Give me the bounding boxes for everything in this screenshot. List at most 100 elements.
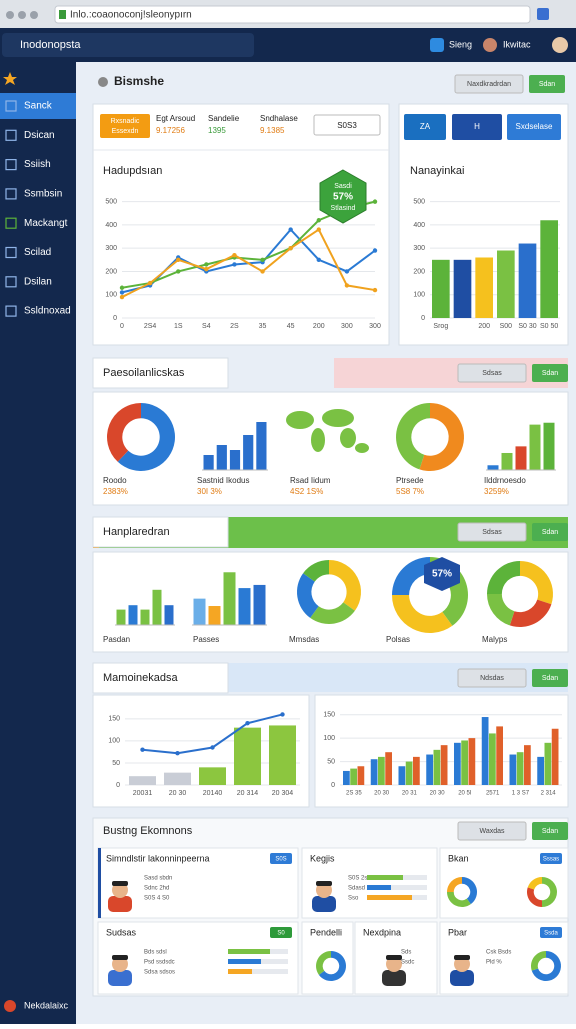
- donut-slice: [447, 877, 462, 892]
- bar: [243, 435, 254, 470]
- x-tick-label: 2S4: [144, 323, 157, 330]
- button-label[interactable]: Ndsdas: [480, 675, 504, 682]
- nav-item[interactable]: Dsican: [24, 130, 55, 141]
- button-label[interactable]: Sdsas: [482, 529, 502, 536]
- panel-label: 5S8 7%: [396, 487, 424, 496]
- label[interactable]: ZA: [420, 122, 431, 131]
- person-hair: [386, 955, 402, 960]
- bar: [199, 767, 226, 785]
- donut-slice: [447, 892, 471, 908]
- section-tab: [92, 662, 229, 694]
- button[interactable]: [532, 669, 568, 687]
- bar: [269, 725, 296, 785]
- label[interactable]: Sxdselase: [516, 122, 553, 131]
- x-tick-label: 300: [341, 323, 353, 330]
- x-tick-label: 20 31: [402, 791, 418, 797]
- button-label[interactable]: Sdsas: [482, 370, 502, 377]
- section-tab: [92, 357, 229, 389]
- button-label[interactable]: Waxdas: [479, 828, 505, 835]
- donut-slice: [487, 594, 515, 626]
- y-tick-label: 200: [413, 268, 425, 275]
- button[interactable]: [457, 363, 527, 383]
- button-label[interactable]: Sdan: [539, 81, 555, 88]
- label: Sndhalase: [260, 114, 298, 123]
- bar: [497, 250, 515, 318]
- bar: [537, 756, 544, 785]
- annotation: 57%: [333, 192, 353, 203]
- person-body: [108, 970, 132, 986]
- nav-item[interactable]: Ssiish: [24, 159, 51, 170]
- user-link[interactable]: Ikwitac: [503, 39, 531, 49]
- y-tick-label: 50: [327, 758, 335, 765]
- progress-bar: [367, 885, 391, 890]
- user-link[interactable]: Sieng: [449, 39, 472, 49]
- y-tick-label: 500: [413, 198, 425, 205]
- page-title: Bismshe: [114, 74, 164, 88]
- point: [204, 266, 209, 272]
- avatar: [552, 37, 568, 53]
- panel-label: Ilddrnoesdo: [484, 476, 526, 485]
- donut-slice: [527, 887, 542, 907]
- footer-icon: [4, 1000, 16, 1012]
- button[interactable]: [532, 822, 568, 840]
- progress-track: [367, 885, 427, 890]
- y-tick-label: 0: [113, 315, 117, 322]
- button-label[interactable]: Sdan: [542, 370, 558, 377]
- button[interactable]: [457, 668, 527, 688]
- nav-item[interactable]: Sanck: [24, 101, 53, 112]
- point: [372, 199, 378, 204]
- bar: [489, 733, 496, 785]
- card-text: Sdasd 2sd: [348, 886, 376, 892]
- section-tab: [92, 516, 229, 548]
- bar: [454, 742, 461, 785]
- button-label[interactable]: Sdan: [542, 828, 558, 835]
- point: [204, 262, 209, 267]
- card-title: Pbar: [448, 927, 467, 937]
- point: [280, 712, 285, 717]
- bar: [193, 598, 206, 625]
- panel-label: Mmsdas: [289, 635, 319, 644]
- progress-bar: [228, 959, 261, 964]
- nav-item[interactable]: Ssldnoxad: [24, 306, 71, 317]
- person-hair: [454, 955, 470, 960]
- button-label[interactable]: Sdan: [542, 675, 558, 682]
- x-tick-label: Srog: [433, 323, 448, 330]
- x-tick-label: 35: [259, 323, 267, 330]
- point: [372, 287, 378, 293]
- button[interactable]: [529, 75, 565, 93]
- toolbar-button[interactable]: [404, 114, 446, 140]
- callout: [319, 169, 367, 224]
- x-tick-label: 200: [478, 323, 490, 330]
- donut-slice: [530, 951, 546, 971]
- header-icon: [98, 77, 108, 87]
- nav-item[interactable]: Dsilan: [24, 276, 52, 287]
- lock-icon: [59, 10, 66, 19]
- x-tick-label: S0 50: [540, 323, 558, 330]
- nav-item[interactable]: Ssmbsin: [24, 189, 62, 200]
- button-label[interactable]: Sdan: [542, 529, 558, 536]
- button[interactable]: [457, 522, 527, 542]
- label[interactable]: H: [474, 122, 480, 131]
- bar: [152, 589, 162, 625]
- map-region: [311, 428, 325, 452]
- bar: [216, 445, 227, 470]
- button[interactable]: [457, 821, 527, 841]
- toolbar-button[interactable]: [507, 114, 561, 140]
- button[interactable]: [532, 523, 568, 541]
- point: [232, 262, 237, 267]
- section-title: Mamoinekadsa: [103, 672, 178, 684]
- toolbar-button[interactable]: [452, 114, 502, 140]
- nav-item[interactable]: Scilad: [24, 247, 51, 258]
- nav-item[interactable]: Mackangt: [24, 218, 68, 229]
- browser-button: [6, 11, 14, 19]
- button-label[interactable]: Naxdkradrdan: [467, 81, 511, 88]
- x-tick-label: S00: [500, 323, 513, 330]
- x-tick-label: 45: [287, 323, 295, 330]
- card-title: Bkan: [448, 853, 469, 863]
- button[interactable]: [454, 74, 524, 94]
- point: [260, 257, 265, 263]
- button[interactable]: [532, 364, 568, 382]
- nav-icon: [5, 100, 17, 112]
- bar: [487, 465, 499, 470]
